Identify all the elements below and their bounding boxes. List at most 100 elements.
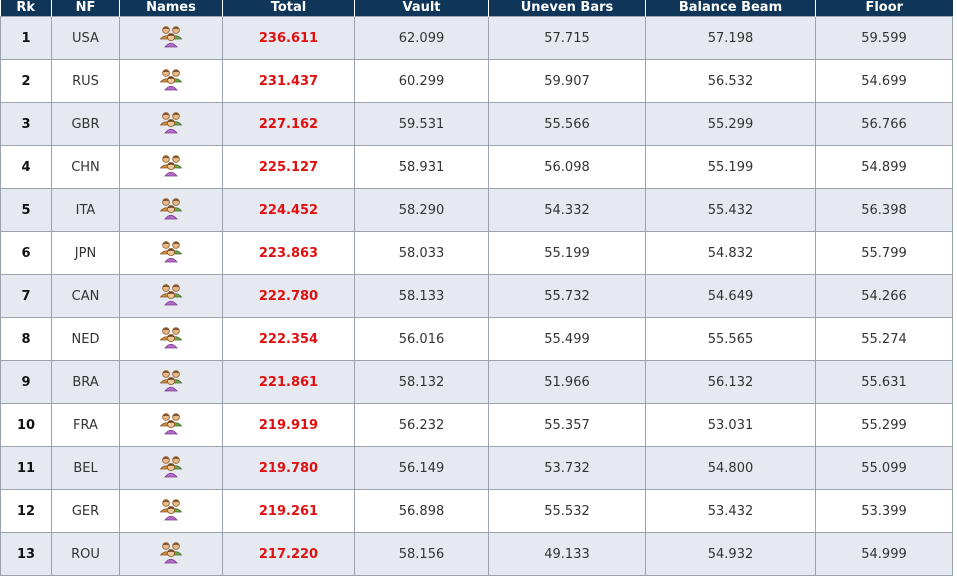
total-cell: 221.861 — [222, 360, 355, 404]
table-row: 2 RUS 231.437 60.299 59.907 56.532 — [0, 59, 953, 103]
names-cell[interactable] — [119, 59, 223, 103]
group-people-icon[interactable] — [158, 110, 184, 138]
header-row: Rk NF Names Total Vault Uneven Bars Bala… — [0, 0, 953, 17]
names-cell[interactable] — [119, 188, 223, 232]
vault-cell: 58.290 — [354, 188, 489, 232]
vault-cell: 56.232 — [354, 403, 489, 447]
group-people-icon[interactable] — [158, 497, 184, 525]
names-cell[interactable] — [119, 102, 223, 146]
vault-cell: 58.033 — [354, 231, 489, 275]
total-cell: 225.127 — [222, 145, 355, 189]
vault-cell: 58.931 — [354, 145, 489, 189]
balance-beam-cell: 54.649 — [645, 274, 816, 318]
names-cell[interactable] — [119, 317, 223, 361]
uneven-bars-cell: 49.133 — [488, 532, 646, 576]
nation-cell: CAN — [51, 274, 120, 318]
balance-beam-cell: 55.565 — [645, 317, 816, 361]
group-people-icon[interactable] — [158, 325, 184, 353]
vault-cell: 60.299 — [354, 59, 489, 103]
balance-beam-cell: 56.532 — [645, 59, 816, 103]
rank-cell: 3 — [0, 102, 52, 146]
names-cell[interactable] — [119, 532, 223, 576]
floor-cell: 55.299 — [815, 403, 953, 447]
group-people-icon[interactable] — [158, 411, 184, 439]
group-people-icon[interactable] — [158, 454, 184, 482]
balance-beam-cell: 57.198 — [645, 16, 816, 60]
uneven-bars-cell: 55.499 — [488, 317, 646, 361]
nation-cell: JPN — [51, 231, 120, 275]
floor-cell: 59.599 — [815, 16, 953, 60]
floor-cell: 53.399 — [815, 489, 953, 533]
nation-cell: USA — [51, 16, 120, 60]
table-row: 1 USA 236.611 62.099 57.715 57.198 — [0, 16, 953, 60]
uneven-bars-cell: 55.566 — [488, 102, 646, 146]
uneven-bars-cell: 56.098 — [488, 145, 646, 189]
rank-cell: 13 — [0, 532, 52, 576]
table-row: 5 ITA 224.452 58.290 54.332 55.432 — [0, 188, 953, 232]
group-people-icon[interactable] — [158, 282, 184, 310]
floor-cell: 54.699 — [815, 59, 953, 103]
vault-cell: 58.133 — [354, 274, 489, 318]
group-people-icon[interactable] — [158, 239, 184, 267]
floor-cell: 54.266 — [815, 274, 953, 318]
table-header: Rk NF Names Total Vault Uneven Bars Bala… — [0, 0, 953, 17]
rank-cell: 7 — [0, 274, 52, 318]
table-row: 9 BRA 221.861 58.132 51.966 56.132 — [0, 360, 953, 404]
table-row: 13 ROU 217.220 58.156 49.133 54.932 — [0, 532, 953, 576]
group-people-icon[interactable] — [158, 368, 184, 396]
table-row: 7 CAN 222.780 58.133 55.732 54.649 — [0, 274, 953, 318]
balance-beam-cell: 55.299 — [645, 102, 816, 146]
group-people-icon[interactable] — [158, 540, 184, 568]
header-total[interactable]: Total — [222, 0, 355, 17]
header-floor[interactable]: Floor — [815, 0, 953, 17]
balance-beam-cell: 56.132 — [645, 360, 816, 404]
names-cell[interactable] — [119, 446, 223, 490]
rank-cell: 10 — [0, 403, 52, 447]
names-cell[interactable] — [119, 16, 223, 60]
nation-cell: GER — [51, 489, 120, 533]
header-nf[interactable]: NF — [51, 0, 120, 17]
rank-cell: 9 — [0, 360, 52, 404]
group-people-icon[interactable] — [158, 153, 184, 181]
floor-cell: 55.099 — [815, 446, 953, 490]
total-cell: 219.919 — [222, 403, 355, 447]
nation-cell: BEL — [51, 446, 120, 490]
vault-cell: 56.149 — [354, 446, 489, 490]
balance-beam-cell: 54.800 — [645, 446, 816, 490]
group-people-icon[interactable] — [158, 196, 184, 224]
vault-cell: 58.156 — [354, 532, 489, 576]
names-cell[interactable] — [119, 403, 223, 447]
names-cell[interactable] — [119, 360, 223, 404]
header-balance-beam[interactable]: Balance Beam — [645, 0, 816, 17]
vault-cell: 62.099 — [354, 16, 489, 60]
total-cell: 222.354 — [222, 317, 355, 361]
uneven-bars-cell: 54.332 — [488, 188, 646, 232]
vault-cell: 59.531 — [354, 102, 489, 146]
nation-cell: BRA — [51, 360, 120, 404]
uneven-bars-cell: 57.715 — [488, 16, 646, 60]
floor-cell: 55.799 — [815, 231, 953, 275]
uneven-bars-cell: 59.907 — [488, 59, 646, 103]
nation-cell: NED — [51, 317, 120, 361]
group-people-icon[interactable] — [158, 67, 184, 95]
table-row: 6 JPN 223.863 58.033 55.199 54.832 — [0, 231, 953, 275]
rank-cell: 2 — [0, 59, 52, 103]
names-cell[interactable] — [119, 231, 223, 275]
floor-cell: 56.766 — [815, 102, 953, 146]
total-cell: 231.437 — [222, 59, 355, 103]
uneven-bars-cell: 55.357 — [488, 403, 646, 447]
header-uneven-bars[interactable]: Uneven Bars — [488, 0, 646, 17]
table-body: 1 USA 236.611 62.099 57.715 57.198 — [0, 16, 953, 576]
group-people-icon[interactable] — [158, 24, 184, 52]
header-rk[interactable]: Rk — [0, 0, 52, 17]
rank-cell: 5 — [0, 188, 52, 232]
nation-cell: GBR — [51, 102, 120, 146]
floor-cell: 55.274 — [815, 317, 953, 361]
balance-beam-cell: 55.199 — [645, 145, 816, 189]
names-cell[interactable] — [119, 145, 223, 189]
names-cell[interactable] — [119, 274, 223, 318]
names-cell[interactable] — [119, 489, 223, 533]
table-row: 12 GER 219.261 56.898 55.532 53.432 — [0, 489, 953, 533]
header-names[interactable]: Names — [119, 0, 223, 17]
header-vault[interactable]: Vault — [354, 0, 489, 17]
